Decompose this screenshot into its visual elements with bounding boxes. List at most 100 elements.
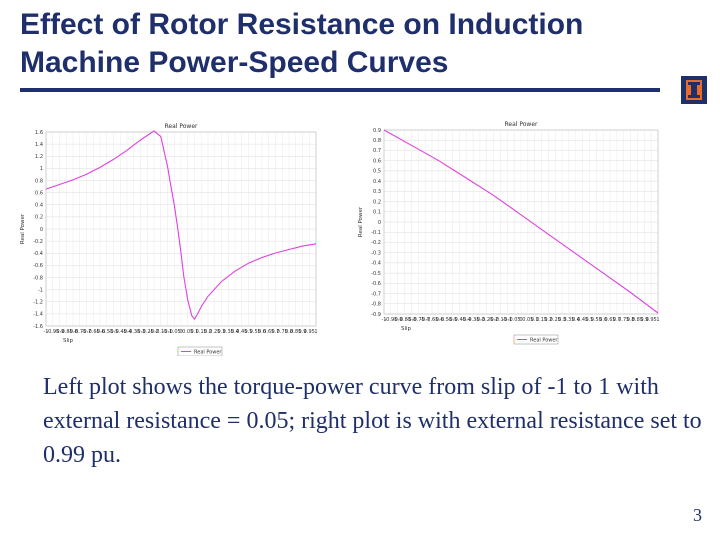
x-tick-label: -0.1 — [502, 317, 512, 323]
x-tick-label: -0.75 — [412, 317, 425, 323]
y-tick-label: 0 — [378, 220, 381, 226]
slide-caption: Left plot shows the torque-power curve f… — [43, 374, 702, 468]
y-tick-label: -0.6 — [33, 263, 43, 269]
y-tick-label: -0.9 — [371, 312, 381, 318]
x-tick-label: 0.15 — [196, 329, 207, 335]
y-tick-label: -0.4 — [33, 251, 43, 257]
y-tick-label: -1 — [38, 287, 43, 293]
y-tick-label: -0.7 — [371, 291, 381, 297]
series-line-real-power — [45, 130, 317, 321]
x-tick-label: -0.9 — [393, 317, 403, 323]
x-tick-label: -0.15 — [494, 317, 507, 323]
x-tick-label: 0.7 — [613, 317, 621, 323]
x-tick-label: -0.9 — [55, 329, 65, 335]
left-power-slip-chart: 1.61.41.210.80.60.40.20-0.2-0.4-0.6-0.8-… — [20, 123, 318, 356]
x-tick-label: -0.85 — [60, 329, 73, 335]
x-tick-label: 0.9 — [640, 317, 648, 323]
y-tick-label: 1.6 — [35, 130, 43, 136]
x-tick-label: 0.55 — [250, 329, 261, 335]
y-tick-label: 0.8 — [373, 138, 381, 144]
x-tick-label: -0.4 — [461, 317, 471, 323]
x-tick-label: -0.65 — [425, 317, 438, 323]
x-tick-label: 0.7 — [272, 329, 280, 335]
x-tick-label: 0.3 — [558, 317, 566, 323]
chart-title: Real Power — [505, 121, 539, 128]
x-tick-label: 0.15 — [536, 317, 547, 323]
x-tick-label: -0.3 — [136, 329, 146, 335]
x-tick-label: 0.8 — [627, 317, 635, 323]
x-tick-label: -0.6 — [95, 329, 105, 335]
x-tick-label: -0.2 — [489, 317, 499, 323]
x-tick-label: 0.5 — [245, 329, 253, 335]
x-tick-label: -1 — [44, 329, 49, 335]
x-tick-label: 0.5 — [586, 317, 594, 323]
x-tick-label: -0.55 — [100, 329, 113, 335]
x-axis-label: Slip — [63, 338, 74, 344]
y-tick-label: 0.2 — [373, 199, 381, 205]
x-tick-label: -0.05 — [508, 317, 521, 323]
x-tick-label: 0.1 — [531, 317, 539, 323]
x-tick-label: 0.65 — [263, 329, 274, 335]
x-tick-label: -0.95 — [384, 317, 397, 323]
y-tick-label: -0.3 — [371, 250, 381, 256]
x-tick-label: 0 — [179, 329, 182, 335]
y-tick-label: 1.4 — [35, 142, 43, 148]
x-tick-label: -0.35 — [467, 317, 480, 323]
x-tick-label: -0.15 — [154, 329, 167, 335]
x-tick-label: 0.9 — [299, 329, 307, 335]
slide-title: Effect of Rotor Resistance on Induction … — [20, 8, 584, 79]
x-tick-label: -0.5 — [109, 329, 119, 335]
y-tick-label: 0.6 — [35, 190, 43, 196]
x-tick-label: 0.75 — [277, 329, 288, 335]
x-tick-label: 0.05 — [182, 329, 193, 335]
x-tick-label: 0.4 — [572, 317, 580, 323]
y-tick-label: -0.5 — [371, 271, 381, 277]
x-tick-label: 0.55 — [591, 317, 602, 323]
y-tick-label: 0.4 — [35, 203, 43, 209]
y-tick-label: 0.4 — [373, 179, 381, 185]
x-tick-label: 0.8 — [285, 329, 293, 335]
chart-title: Real Power — [165, 123, 199, 130]
x-tick-label: 0.4 — [231, 329, 239, 335]
x-tick-label: 0.95 — [304, 329, 315, 335]
y-tick-label: 1.2 — [35, 154, 43, 160]
x-tick-label: 1 — [656, 317, 659, 323]
y-tick-label: 0.7 — [373, 148, 381, 154]
x-tick-label: 0.05 — [522, 317, 533, 323]
x-tick-label: 0.45 — [236, 329, 247, 335]
x-tick-label: 0.6 — [258, 329, 266, 335]
x-tick-label: -0.45 — [114, 329, 127, 335]
x-tick-label: -0.2 — [149, 329, 159, 335]
x-tick-label: -0.4 — [122, 329, 132, 335]
x-tick-label: 0.35 — [223, 329, 234, 335]
x-tick-label: 0.3 — [218, 329, 226, 335]
x-tick-label: 0.6 — [599, 317, 607, 323]
page-number: 3 — [693, 505, 702, 525]
x-tick-label: 0.1 — [191, 329, 199, 335]
y-tick-label: -0.2 — [371, 240, 381, 246]
y-tick-label: 0.6 — [373, 158, 381, 164]
y-tick-label: 0.8 — [35, 178, 43, 184]
university-block-i-logo-icon — [681, 76, 707, 104]
x-tick-label: -0.7 — [420, 317, 430, 323]
y-tick-label: 0.9 — [373, 128, 381, 134]
y-axis-label: Real Power — [358, 206, 364, 237]
y-tick-label: -1.4 — [33, 312, 43, 318]
legend-entry: Real Power — [194, 349, 222, 355]
x-tick-label: -0.55 — [439, 317, 452, 323]
legend-entry: Real Power — [530, 337, 558, 343]
x-tick-label: -0.25 — [480, 317, 493, 323]
x-tick-label: -0.1 — [163, 329, 173, 335]
legend-box — [177, 346, 223, 356]
x-tick-label: -0.65 — [87, 329, 100, 335]
y-tick-label: -0.6 — [371, 281, 381, 287]
y-tick-label: -1.6 — [33, 324, 43, 330]
x-tick-label: 0.25 — [550, 317, 561, 323]
y-tick-label: 0.5 — [373, 169, 381, 175]
x-tick-label: -0.7 — [82, 329, 92, 335]
x-tick-label: -0.45 — [453, 317, 466, 323]
x-tick-label: -0.3 — [475, 317, 485, 323]
x-tick-label: -0.85 — [398, 317, 411, 323]
x-tick-label: 0.25 — [209, 329, 220, 335]
legend-box — [513, 334, 559, 345]
